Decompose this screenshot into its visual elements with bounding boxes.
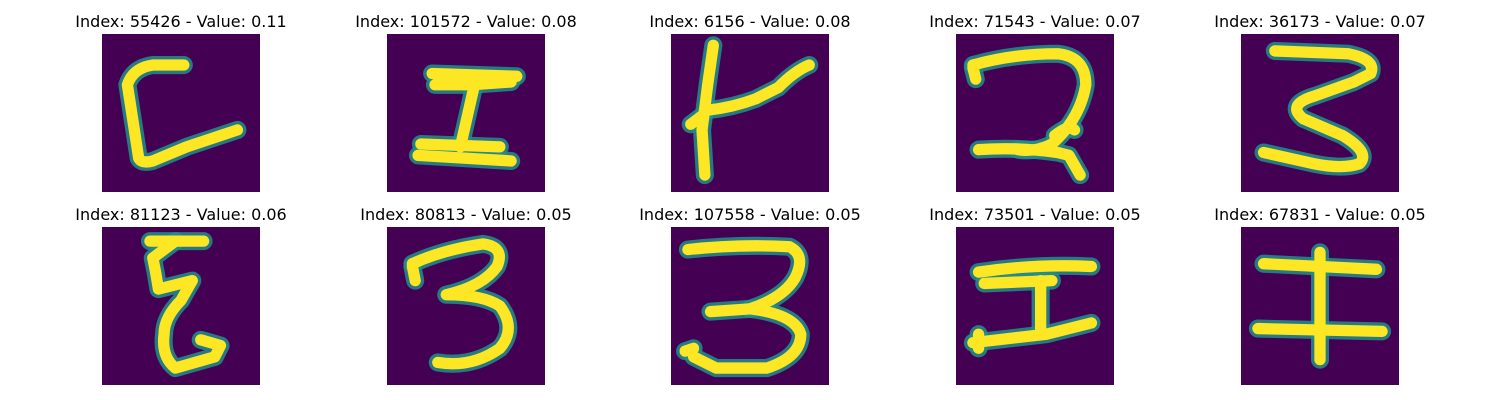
panel-4: Index: 36173 - Value: 0.07: [1175, 12, 1465, 192]
panel-5: Index: 81123 - Value: 0.06: [36, 205, 326, 385]
panel-2: Index: 6156 - Value: 0.08: [605, 12, 895, 192]
panel-8: Index: 73501 - Value: 0.05: [890, 205, 1180, 385]
digit-image: [671, 227, 829, 385]
digit-image: [102, 34, 260, 192]
digit-image: [1241, 34, 1399, 192]
digit-image: [387, 34, 545, 192]
digit-image: [956, 227, 1114, 385]
panel-6: Index: 80813 - Value: 0.05: [321, 205, 611, 385]
digit-image: [387, 227, 545, 385]
panel-title: Index: 6156 - Value: 0.08: [649, 12, 851, 31]
digit-image: [956, 34, 1114, 192]
panel-title: Index: 73501 - Value: 0.05: [929, 205, 1141, 224]
panel-title: Index: 55426 - Value: 0.11: [75, 12, 287, 31]
panel-7: Index: 107558 - Value: 0.05: [605, 205, 895, 385]
panel-title: Index: 80813 - Value: 0.05: [360, 205, 572, 224]
panel-title: Index: 36173 - Value: 0.07: [1214, 12, 1426, 31]
panel-3: Index: 71543 - Value: 0.07: [890, 12, 1180, 192]
panel-0: Index: 55426 - Value: 0.11: [36, 12, 326, 192]
digit-image: [671, 34, 829, 192]
panel-1: Index: 101572 - Value: 0.08: [321, 12, 611, 192]
panel-title: Index: 71543 - Value: 0.07: [929, 12, 1141, 31]
panel-title: Index: 107558 - Value: 0.05: [639, 205, 861, 224]
panel-title: Index: 101572 - Value: 0.08: [355, 12, 577, 31]
digit-image: [102, 227, 260, 385]
digit-image: [1241, 227, 1399, 385]
panel-title: Index: 81123 - Value: 0.06: [75, 205, 287, 224]
panel-9: Index: 67831 - Value: 0.05: [1175, 205, 1465, 385]
panel-title: Index: 67831 - Value: 0.05: [1214, 205, 1426, 224]
